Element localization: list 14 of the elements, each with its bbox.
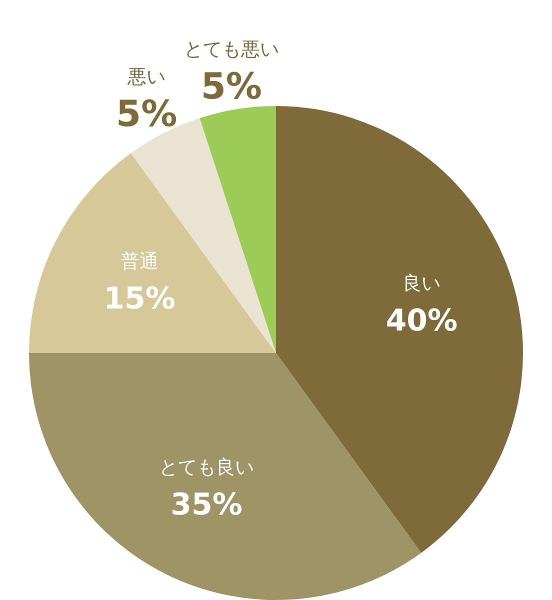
slice-label: とても良い: [158, 456, 254, 478]
pie-slice: [276, 106, 523, 553]
slice-label: 悪い: [126, 66, 166, 88]
data-label: 35%: [170, 487, 242, 522]
slice-label: 良い: [402, 272, 441, 295]
slice-label: とても悪い: [184, 38, 279, 61]
pie-slice: [200, 106, 276, 353]
slice-label: 普通: [120, 250, 159, 272]
data-label: 15%: [104, 281, 176, 316]
data-label: 40%: [386, 304, 458, 339]
data-label: 5%: [200, 66, 262, 108]
data-label: 5%: [116, 94, 178, 136]
pie-slice: [29, 353, 422, 600]
pie-slice: [29, 153, 276, 353]
